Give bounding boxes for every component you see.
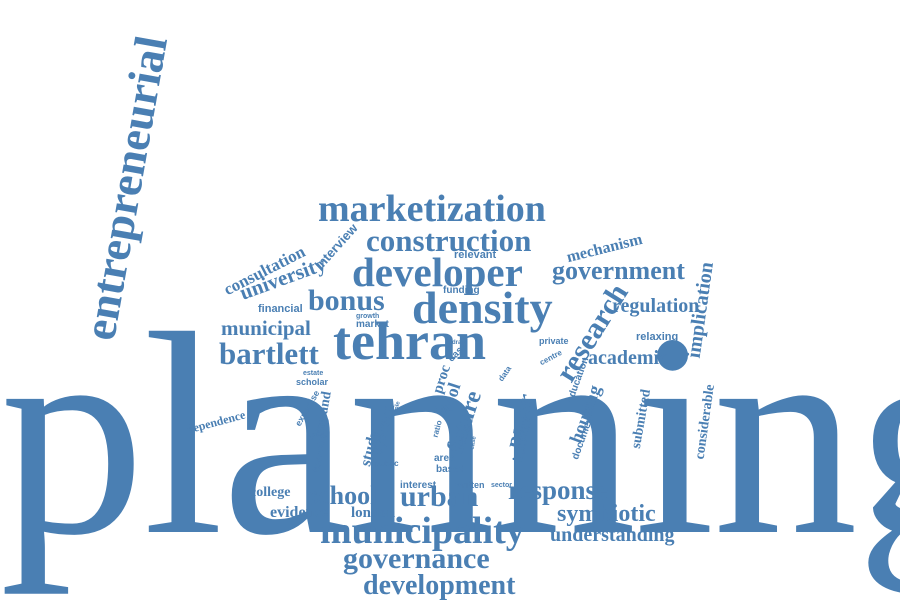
word-market: market bbox=[356, 319, 389, 330]
word-city: city bbox=[432, 404, 450, 415]
word-interest: interest bbox=[400, 480, 437, 491]
word-estate: estate bbox=[303, 370, 324, 377]
word-response: response bbox=[508, 475, 609, 505]
word-marketization: marketization bbox=[318, 188, 546, 230]
word-evidence: evidence bbox=[270, 504, 329, 521]
word-draw: draw bbox=[452, 340, 467, 346]
word-municipality: municipality bbox=[320, 510, 525, 552]
word-understanding: understanding bbox=[550, 524, 675, 546]
word-school: school bbox=[308, 481, 378, 510]
word-london: london bbox=[351, 505, 396, 521]
word-based: based bbox=[436, 464, 465, 475]
word-density: density bbox=[412, 282, 553, 333]
word-growth: growth bbox=[356, 313, 380, 320]
word-financial: financial bbox=[258, 303, 303, 315]
word-relaxing: relaxing bbox=[636, 331, 679, 343]
word-funding: funding bbox=[443, 285, 480, 296]
word-planning: planning bbox=[0, 274, 900, 595]
word-urban: urban bbox=[400, 480, 479, 513]
word-sector: sector bbox=[491, 482, 513, 489]
word-regulation: regulation bbox=[612, 295, 700, 317]
word-area: area bbox=[434, 453, 455, 464]
word-college: college bbox=[250, 485, 291, 500]
word-written: written bbox=[455, 480, 485, 490]
word-public: public bbox=[375, 459, 399, 468]
word-academic: academic bbox=[588, 347, 668, 369]
word-symbiotic: symbiotic bbox=[557, 501, 656, 527]
word-developer: developer bbox=[352, 249, 523, 295]
word-development: development bbox=[363, 570, 516, 601]
word-government: government bbox=[552, 256, 685, 285]
word-relevant: relevant bbox=[454, 249, 497, 261]
word-construction: construction bbox=[366, 223, 532, 258]
word-bartlett: bartlett bbox=[219, 336, 319, 371]
word-scholar: scholar bbox=[296, 377, 329, 387]
word-tehran: tehran bbox=[333, 311, 486, 371]
word-governance: governance bbox=[343, 542, 490, 575]
word-municipal: municipal bbox=[221, 316, 311, 340]
word-bonus: bonus bbox=[308, 284, 385, 317]
word-private: private bbox=[539, 336, 569, 346]
